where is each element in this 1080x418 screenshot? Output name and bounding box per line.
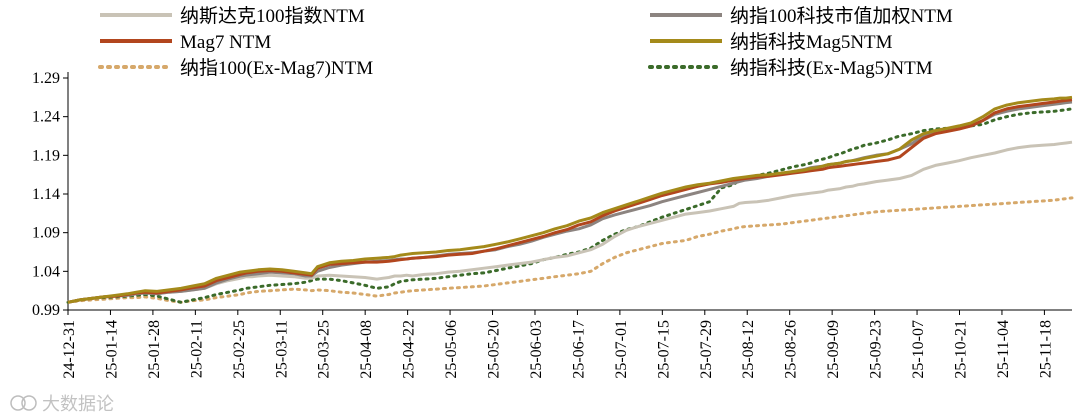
- x-tick-label: 25-02-25: [231, 320, 248, 379]
- x-tick-label: 25-11-04: [995, 320, 1012, 378]
- legend-label-0: 纳斯达克100指数NTM: [180, 5, 365, 27]
- x-tick-label: 25-03-11: [273, 320, 290, 378]
- y-tick-label: 1.14: [32, 186, 60, 203]
- chart-legend: 纳斯达克100指数NTM 纳指100科技市值加权NTM Mag7 NTM 纳指科技Ma…: [98, 5, 953, 79]
- x-tick-label: 25-09-09: [825, 320, 842, 379]
- x-tick-label: 25-08-26: [783, 320, 800, 379]
- watermark: 大数据论: [10, 394, 114, 414]
- series-line-2: [67, 98, 1073, 304]
- legend-label-4: 纳指100(Ex-Mag7)NTM: [180, 57, 373, 79]
- y-tick-label: 1.04: [32, 263, 60, 280]
- legend-label-1: 纳指100科技市值加权NTM: [730, 5, 953, 27]
- x-axis: 24-12-31 25-01-14 25-01-28 25-02-11 25-02-25…: [61, 309, 1072, 379]
- x-tick-label: 25-10-07: [910, 320, 927, 379]
- legend-label-2: Mag7 NTM: [180, 32, 271, 53]
- y-tick-label: 1.09: [32, 225, 60, 242]
- x-tick-label: 25-06-17: [570, 320, 587, 379]
- watermark-logo-icon: [10, 395, 37, 411]
- y-tick-label: 1.24: [32, 109, 60, 126]
- series-line-4: [66, 196, 1074, 304]
- series-line-0: [67, 140, 1073, 304]
- x-tick-label: 25-08-12: [740, 320, 757, 379]
- x-tick-label: 25-10-21: [953, 320, 970, 379]
- x-tick-label: 24-12-31: [61, 320, 78, 379]
- x-tick-label: 25-03-25: [316, 320, 333, 379]
- x-tick-label: 25-06-03: [528, 320, 545, 379]
- y-axis: 0.99 1.04 1.09 1.14 1.19 1.24 1.29: [32, 70, 69, 319]
- series-line-3: [67, 95, 1073, 304]
- x-tick-label: 25-04-22: [401, 320, 418, 379]
- x-tick-label: 25-07-29: [698, 320, 715, 379]
- x-tick-label: 25-11-18: [1037, 320, 1054, 378]
- x-tick-label: 25-01-14: [103, 320, 120, 379]
- x-tick-label: 25-07-15: [655, 320, 672, 379]
- x-tick-label: 25-07-01: [613, 320, 630, 379]
- y-tick-label: 1.29: [32, 70, 60, 87]
- y-tick-label: 0.99: [32, 302, 60, 319]
- y-tick-label: 1.19: [32, 147, 60, 164]
- x-tick-label: 25-02-11: [188, 320, 205, 378]
- x-tick-label: 25-05-06: [443, 320, 460, 379]
- x-tick-label: 25-05-20: [486, 320, 503, 379]
- legend-label-3: 纳指科技Mag5NTM: [730, 31, 893, 53]
- series-line-1: [67, 100, 1073, 304]
- series-lines: [66, 95, 1074, 304]
- x-tick-label: 25-01-28: [146, 320, 163, 379]
- legend-label-5: 纳指科技(Ex-Mag5)NTM: [730, 57, 933, 79]
- x-tick-label: 25-04-08: [358, 320, 375, 379]
- watermark-text: 大数据论: [42, 394, 114, 414]
- x-tick-label: 25-09-23: [868, 320, 885, 379]
